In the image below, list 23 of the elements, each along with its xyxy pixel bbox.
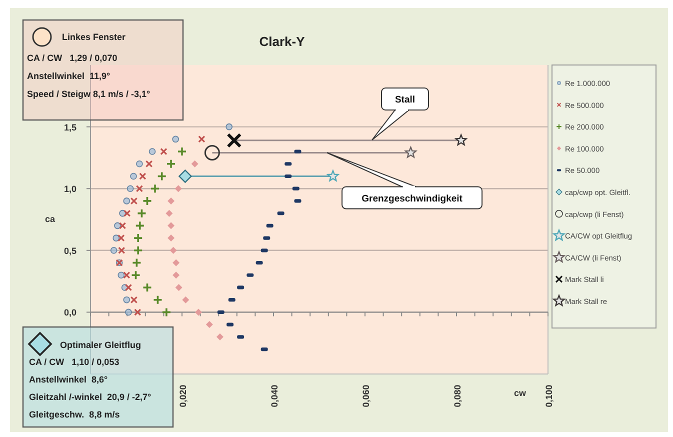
x-tick-label: 0,100 bbox=[544, 384, 554, 408]
y-tick-label: 0,0 bbox=[64, 308, 76, 318]
y-axis-title: ca bbox=[44, 214, 56, 224]
x-tick-label: 0,060 bbox=[361, 384, 371, 408]
annotation: CA / CW 1,10 / 0,053 bbox=[29, 357, 120, 367]
text: Linkes Fenster bbox=[62, 32, 126, 42]
text: CA / CW 1,29 / 0,070 bbox=[27, 53, 118, 63]
annotation: Grenzgeschwindigkeit bbox=[362, 193, 464, 204]
text: Gleitzahl /-winkel 20,9 / -2,7° bbox=[29, 392, 152, 402]
text: Anstellwinkel 8,6° bbox=[29, 374, 108, 384]
x-tick-label: 0,080 bbox=[452, 384, 462, 408]
text: Gleitgeschw. 8,8 m/s bbox=[29, 410, 120, 420]
x-tick-label: 0,040 bbox=[270, 384, 280, 408]
y-tick-label: 1,5 bbox=[64, 122, 76, 132]
y-tick-label: 0,5 bbox=[64, 246, 76, 256]
y-tick-label: 1,0 bbox=[64, 184, 76, 194]
chart-title: Clark-Y bbox=[259, 34, 306, 49]
annotation: Optimaler Gleitflug bbox=[60, 340, 142, 350]
annotation: Anstellwinkel 11,9° bbox=[27, 71, 111, 81]
x-tick-label: 0,020 bbox=[178, 384, 188, 408]
annotation: Stall bbox=[394, 94, 416, 106]
x-axis-title: cw bbox=[514, 388, 527, 398]
annotation: Speed / Steigw 8,1 m/s / -3,1° bbox=[27, 89, 151, 99]
